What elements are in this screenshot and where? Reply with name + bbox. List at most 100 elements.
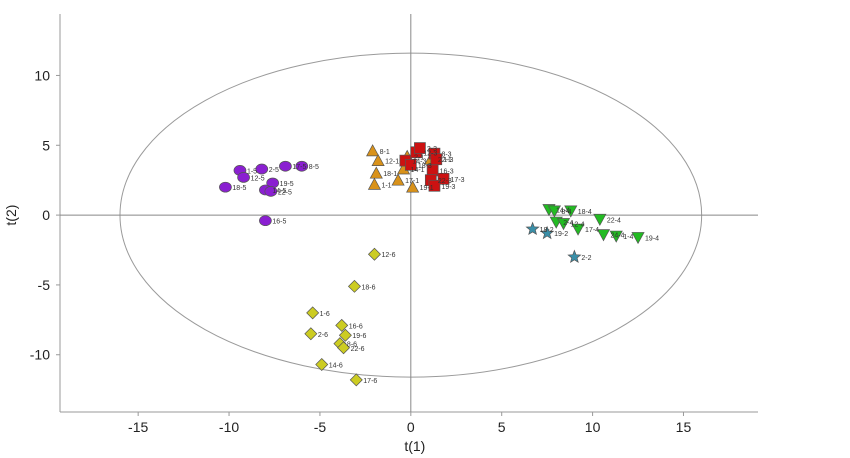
data-point-star [567, 249, 582, 263]
point-label: 12-1 [385, 159, 399, 166]
data-point-circle [259, 215, 272, 227]
x-tick-label: -15 [128, 419, 148, 435]
data-point-triangle-down [571, 223, 585, 236]
point-label: 8-3 [441, 152, 451, 159]
point-label: 2-1 [414, 154, 424, 161]
x-tick-label: 0 [407, 419, 415, 435]
data-point-circle [237, 172, 250, 183]
data-point-square [437, 172, 450, 185]
point-label: 18-3 [418, 163, 432, 170]
data-point-triangle-down [556, 218, 571, 231]
data-point-star [525, 221, 540, 236]
point-label: 17-3 [451, 177, 465, 184]
data-point-diamond [306, 306, 320, 320]
y-tick-label: 10 [34, 67, 50, 83]
data-point-circle [295, 160, 309, 172]
point-label: 2-2 [581, 255, 591, 262]
data-point-triangle-down [547, 205, 562, 218]
y-axis-label: t(2) [3, 205, 19, 226]
y-tick-label: -10 [30, 347, 50, 363]
data-point-diamond [304, 327, 318, 341]
x-tick-label: 10 [585, 419, 601, 435]
data-point-circle [279, 160, 292, 172]
point-label: 17-5 [292, 164, 306, 171]
data-point-circle [255, 163, 269, 175]
point-label: 19-3 [441, 184, 455, 191]
point-label: 12-5 [251, 175, 265, 182]
data-point-triangle-down [596, 229, 611, 242]
data-point-triangle-up [366, 144, 380, 157]
data-point-triangle-up [369, 166, 383, 179]
point-label: 17-6 [363, 378, 377, 385]
point-label: 14-3 [412, 159, 426, 166]
point-label: 17-4 [585, 227, 599, 234]
data-point-diamond [347, 279, 361, 293]
point-label: 1-5 [247, 168, 257, 175]
data-point-triangle-up [371, 153, 385, 166]
data-point-triangle-up [391, 173, 405, 186]
y-tick-label: -5 [38, 277, 51, 293]
point-label: 17-1 [405, 178, 419, 185]
data-point-diamond [338, 328, 352, 342]
point-label: 16-5 [272, 219, 286, 226]
x-tick-label: 5 [498, 419, 506, 435]
data-point-circle [219, 181, 232, 193]
y-tick-label: 0 [42, 207, 50, 223]
point-label: 24-4 [610, 233, 624, 240]
x-tick-label: -10 [219, 419, 239, 435]
x-axis-label: t(1) [404, 438, 425, 454]
point-label: 22-3 [438, 178, 452, 185]
data-point-circle [264, 186, 278, 197]
data-point-diamond [367, 247, 381, 261]
point-label: 18-2 [540, 227, 554, 234]
point-label: 19-5 [280, 181, 294, 188]
point-label: 22-1 [438, 157, 452, 164]
point-label: 1-6 [320, 311, 330, 318]
point-label: 18-5 [232, 185, 246, 192]
point-label: 19-6 [352, 333, 366, 340]
point-label: 22-5 [278, 189, 292, 196]
point-label: 1-4 [623, 234, 633, 241]
point-label: 2-3 [427, 146, 437, 153]
point-label: 12-6 [381, 252, 395, 259]
point-label: 8-1 [380, 149, 390, 156]
point-label: 14-4 [556, 208, 570, 215]
y-tick-label: 5 [42, 137, 50, 153]
data-point-diamond [335, 318, 349, 332]
data-point-triangle-up [367, 177, 382, 190]
point-label: 14-6 [329, 363, 343, 370]
data-point-diamond [349, 373, 363, 387]
point-label: 22-4 [607, 217, 621, 224]
data-point-triangle-up [406, 180, 420, 193]
point-label: 12-3 [423, 150, 437, 157]
point-label: 19-2 [554, 231, 568, 238]
data-point-square [414, 142, 426, 154]
point-label: 1-3 [443, 157, 453, 164]
point-label: 14-1 [411, 167, 425, 174]
data-point-diamond [315, 358, 329, 372]
point-label: 8-4 [561, 209, 571, 216]
point-label: 2-5 [269, 167, 279, 174]
point-label: 19-1 [420, 185, 434, 192]
point-label: 12-4 [571, 221, 585, 228]
point-label: 8-6 [347, 342, 357, 349]
data-point-triangle-down [631, 232, 645, 245]
x-tick-label: 15 [676, 419, 692, 435]
point-label: 19-4 [645, 235, 659, 242]
data-point-triangle-down [564, 205, 578, 218]
point-label: 18-4 [578, 209, 592, 216]
point-label: 22-6 [351, 346, 365, 353]
point-label: 16-6 [349, 323, 363, 330]
point-label: 1-1 [381, 182, 391, 189]
point-label: 18-1 [383, 171, 397, 178]
data-point-triangle-down [593, 213, 607, 227]
point-label: 8-5 [309, 164, 319, 171]
x-tick-label: -5 [314, 419, 327, 435]
data-point-square [428, 179, 441, 192]
point-label: 18-6 [361, 284, 375, 291]
point-label: 2-4 [563, 220, 573, 227]
data-point-diamond [337, 341, 351, 355]
data-point-triangle-down [609, 230, 623, 243]
point-label: 16-3 [440, 168, 454, 175]
